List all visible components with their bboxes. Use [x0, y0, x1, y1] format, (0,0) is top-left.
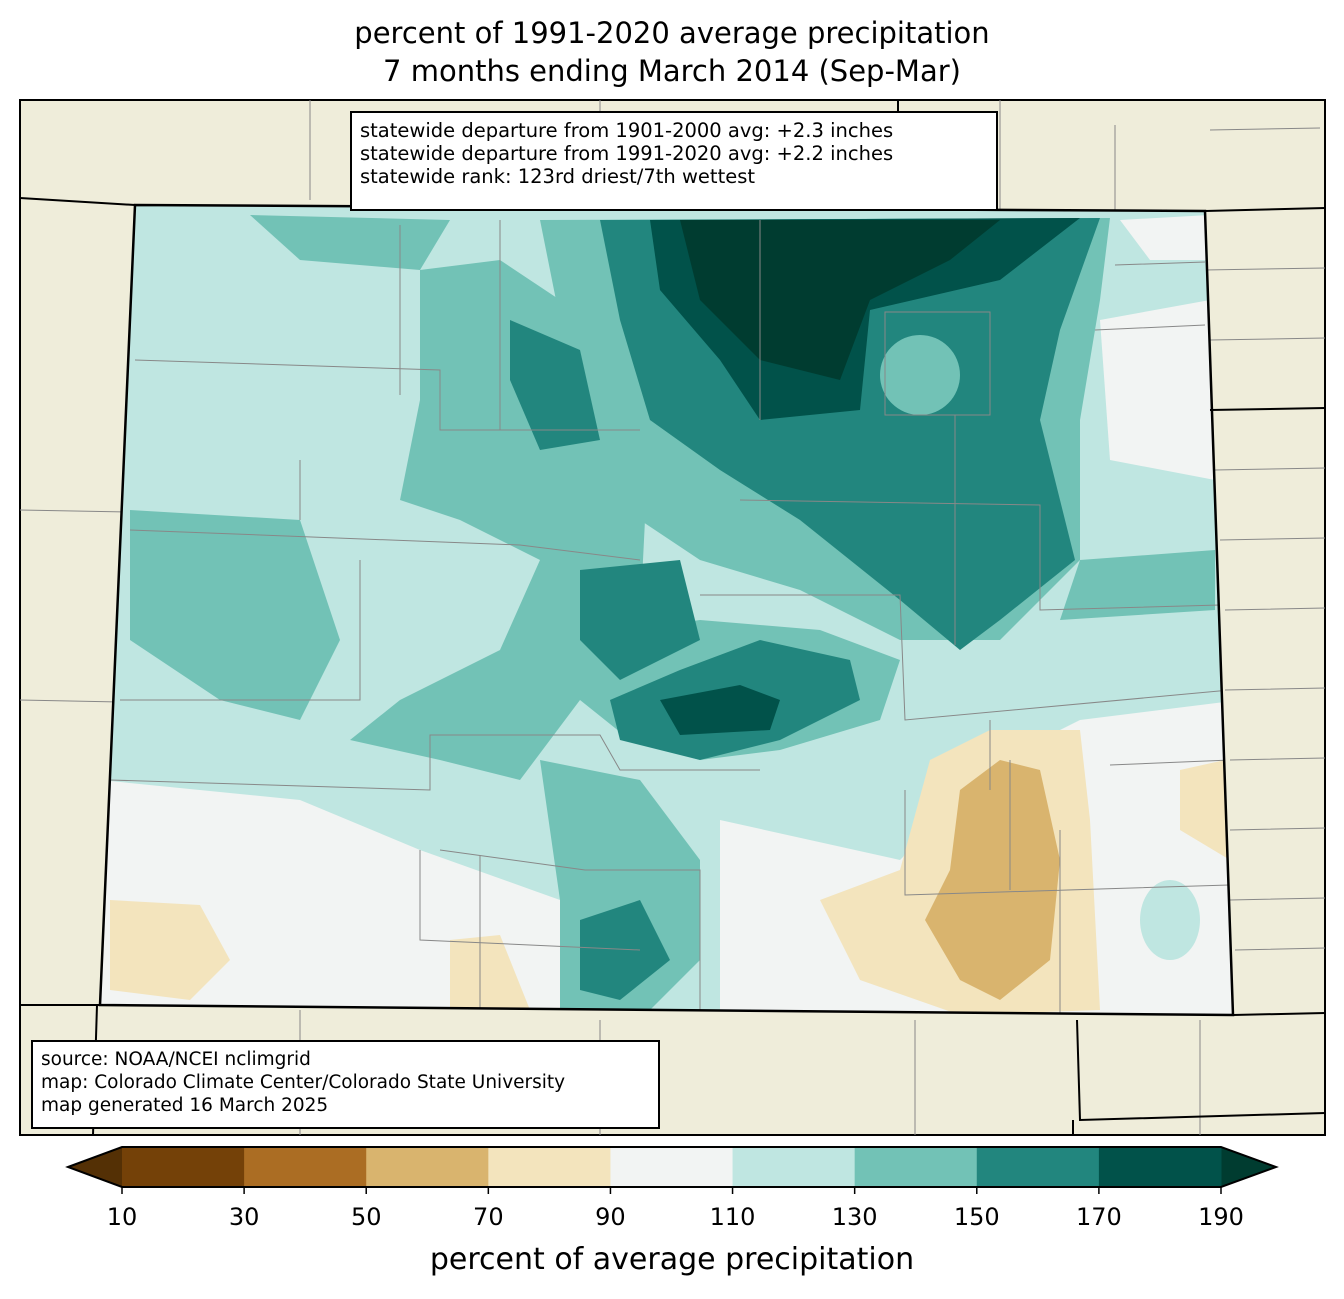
colorbar-segment [732, 1147, 856, 1187]
colorbar-under-triangle [68, 1147, 122, 1187]
colorbar [65, 1146, 1279, 1194]
colorbar-tick-label: 190 [1198, 1203, 1244, 1231]
colorbar-segment [610, 1147, 734, 1187]
colorbar-tick-label: 10 [106, 1203, 138, 1231]
colorbar-tick-label: 170 [1075, 1203, 1122, 1231]
source-line: source: NOAA/NCEI nclimgrid [41, 1049, 311, 1070]
county-lines [109, 220, 1231, 1015]
colorbar-over-triangle [1221, 1147, 1276, 1187]
stats-departure-1901: statewide departure from 1901-2000 avg: … [360, 119, 894, 142]
generated-date-line: map generated 16 March 2025 [41, 1095, 329, 1116]
colorbar-label: percent of average precipitation [429, 1242, 915, 1277]
source-box: source: NOAA/NCEI nclimgrid map: Colorad… [31, 1040, 660, 1129]
colorbar-segment [488, 1147, 611, 1187]
precipitation-field [100, 205, 1233, 1015]
colorbar-segment [244, 1147, 367, 1187]
colorbar-tick-label: 130 [831, 1203, 878, 1231]
colorbar-tick-label: 30 [228, 1203, 260, 1231]
stats-departure-1991: statewide departure from 1991-2020 avg: … [360, 142, 894, 165]
map-title-line1: percent of 1991-2020 average precipitati… [354, 16, 990, 50]
colorbar-segment [122, 1147, 245, 1187]
colorbar-tick-label: 70 [473, 1203, 504, 1231]
colorbar-segment [366, 1147, 489, 1187]
statewide-stats-box: statewide departure from 1901-2000 avg: … [350, 111, 998, 211]
colorbar-segment [854, 1147, 978, 1187]
colorbar-tick-label: 50 [350, 1203, 382, 1231]
stats-rank: statewide rank: 123rd driest/7th wettest [360, 165, 756, 188]
colorbar-tick-label: 110 [709, 1203, 756, 1231]
colorbar-segment [1098, 1147, 1222, 1187]
map-credit-line: map: Colorado Climate Center/Colorado St… [41, 1072, 566, 1093]
colorbar-tick-label: 150 [953, 1203, 1000, 1231]
map-title-line2: 7 months ending March 2014 (Sep-Mar) [383, 54, 961, 88]
colorbar-tick-label: 90 [595, 1203, 626, 1231]
colorbar-segment [976, 1147, 1100, 1187]
